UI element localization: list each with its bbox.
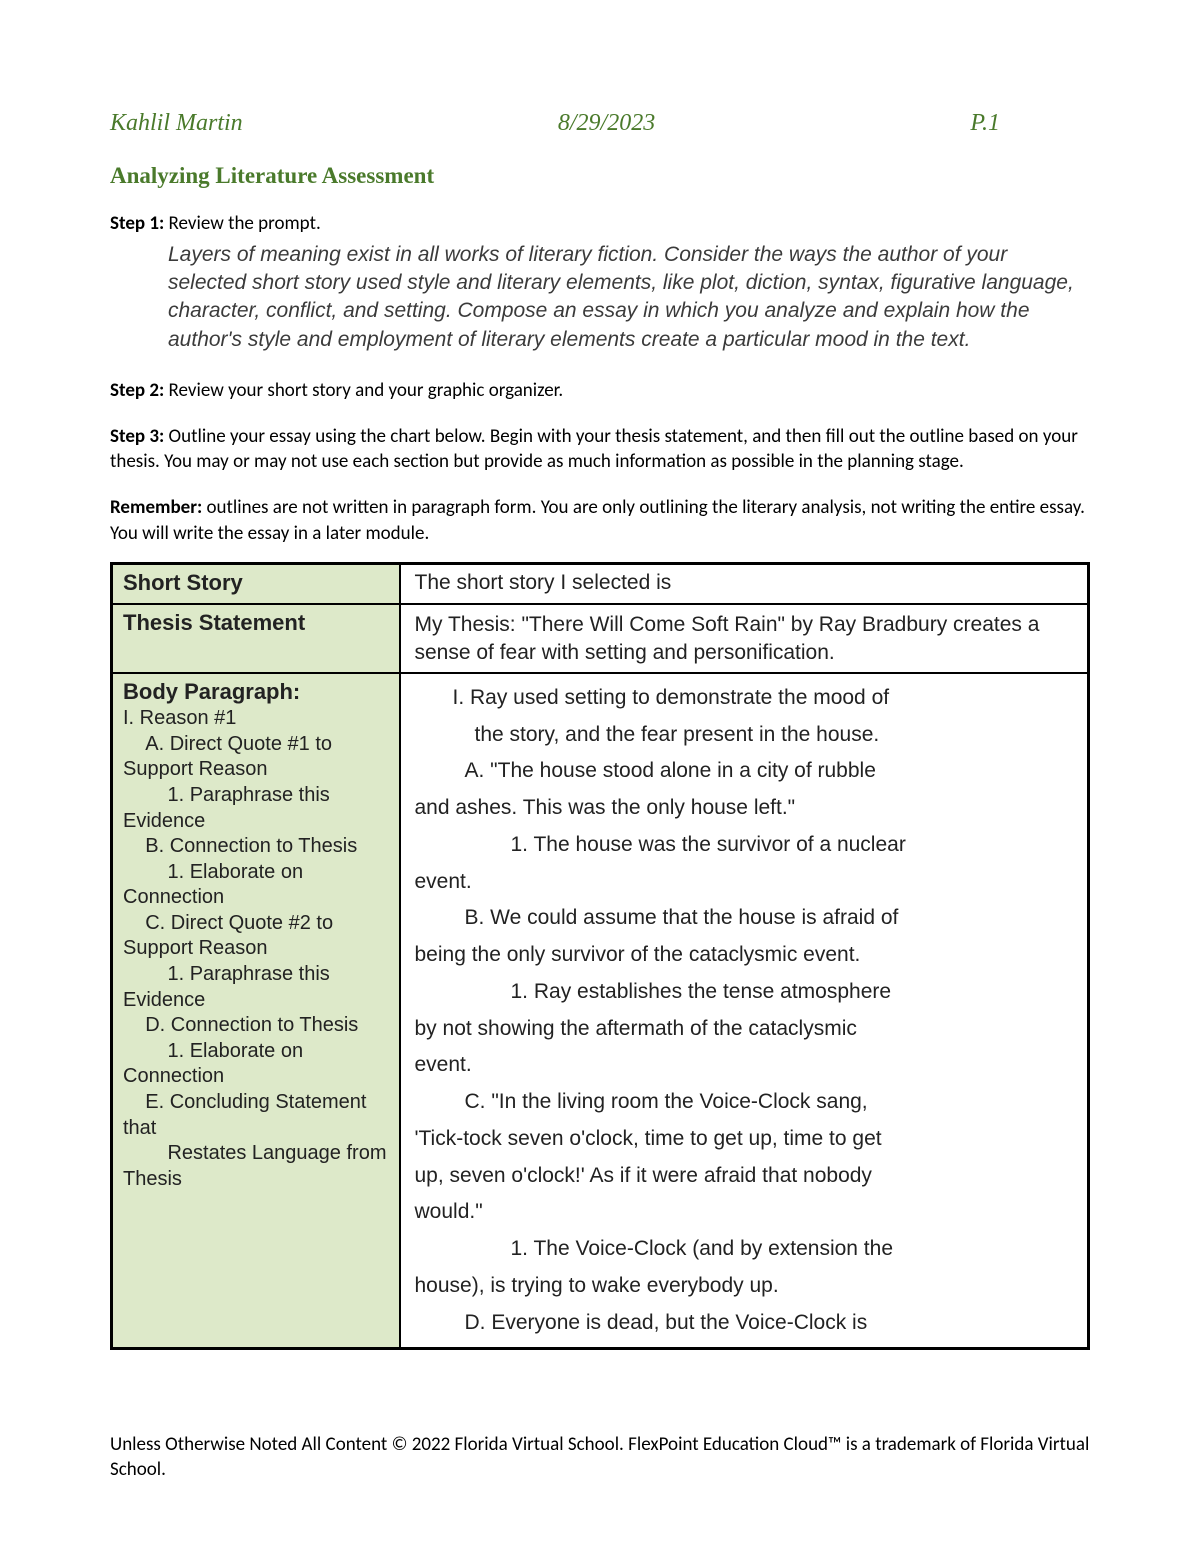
body-line: up, seven o'clock!' As if it were afraid… [415,1158,1074,1195]
thesis-value: My Thesis: "There Will Come Soft Rain" b… [415,611,1074,666]
step-2-text: Review your short story and your graphic… [164,379,563,402]
step-3-text: Outline your essay using the chart below… [110,425,1078,474]
remember-note: Remember: outlines are not written in pa… [110,495,1090,546]
body-line: D. Everyone is dead, but the Voice-Clock… [415,1305,1074,1342]
body-line: would." [415,1194,1074,1231]
step-1-label: Step 1: [110,212,164,235]
short-story-label-cell: Short Story [112,564,400,605]
thesis-label-cell: Thesis Statement [112,604,400,673]
student-name: Kahlil Martin [110,110,243,137]
body-line: event. [415,1047,1074,1084]
document-date: 8/29/2023 [558,110,655,137]
body-line: 'Tick-tock seven o'clock, time to get up… [415,1121,1074,1158]
body-line: event. [415,864,1074,901]
body-paragraph-structure: I. Reason #1 A. Direct Quote #1 to Suppo… [123,706,389,1192]
step-3-label: Step 3: [110,425,164,448]
table-row: Thesis Statement My Thesis: "There Will … [112,604,1089,673]
step-3: Step 3: Outline your essay using the cha… [110,424,1090,475]
body-line: by not showing the aftermath of the cata… [415,1011,1074,1048]
remember-text: outlines are not written in paragraph fo… [110,496,1085,545]
body-line: A. "The house stood alone in a city of r… [415,753,1074,790]
short-story-label: Short Story [123,569,389,597]
body-line: 1. The house was the survivor of a nucle… [415,827,1074,864]
copyright-footer: Unless Otherwise Noted All Content © 202… [110,1432,1090,1483]
body-line: house), is trying to wake everybody up. [415,1268,1074,1305]
outline-table: Short Story The short story I selected i… [110,562,1090,1350]
document-header: Kahlil Martin 8/29/2023 P.1 [110,110,1090,137]
thesis-label: Thesis Statement [123,609,389,637]
short-story-value-cell: The short story I selected is [400,564,1089,605]
table-row: Body Paragraph: I. Reason #1 A. Direct Q… [112,673,1089,1349]
prompt-text: Layers of meaning exist in all works of … [168,241,1090,354]
assessment-title: Analyzing Literature Assessment [110,163,1090,189]
body-line: the story, and the fear present in the h… [415,717,1074,754]
short-story-value: The short story I selected is [415,569,1074,596]
body-line: I. Ray used setting to demonstrate the m… [415,680,1074,717]
page-number: P.1 [970,110,1000,137]
body-line: 1. The Voice-Clock (and by extension the [415,1231,1074,1268]
step-1-text: Review the prompt. [164,212,320,235]
step-2: Step 2: Review your short story and your… [110,378,1090,404]
body-paragraph-label-cell: Body Paragraph: I. Reason #1 A. Direct Q… [112,673,400,1349]
body-line: C. "In the living room the Voice-Clock s… [415,1084,1074,1121]
step-1: Step 1: Review the prompt. Layers of mea… [110,211,1090,354]
body-line: 1. Ray establishes the tense atmosphere [415,974,1074,1011]
body-line: being the only survivor of the cataclysm… [415,937,1074,974]
step-2-label: Step 2: [110,379,164,402]
thesis-value-cell: My Thesis: "There Will Come Soft Rain" b… [400,604,1089,673]
remember-label: Remember: [110,496,202,519]
body-line: B. We could assume that the house is afr… [415,900,1074,937]
body-paragraph-content-cell: I. Ray used setting to demonstrate the m… [400,673,1089,1349]
body-line: and ashes. This was the only house left.… [415,790,1074,827]
body-paragraph-head: Body Paragraph: [123,678,389,706]
table-row: Short Story The short story I selected i… [112,564,1089,605]
